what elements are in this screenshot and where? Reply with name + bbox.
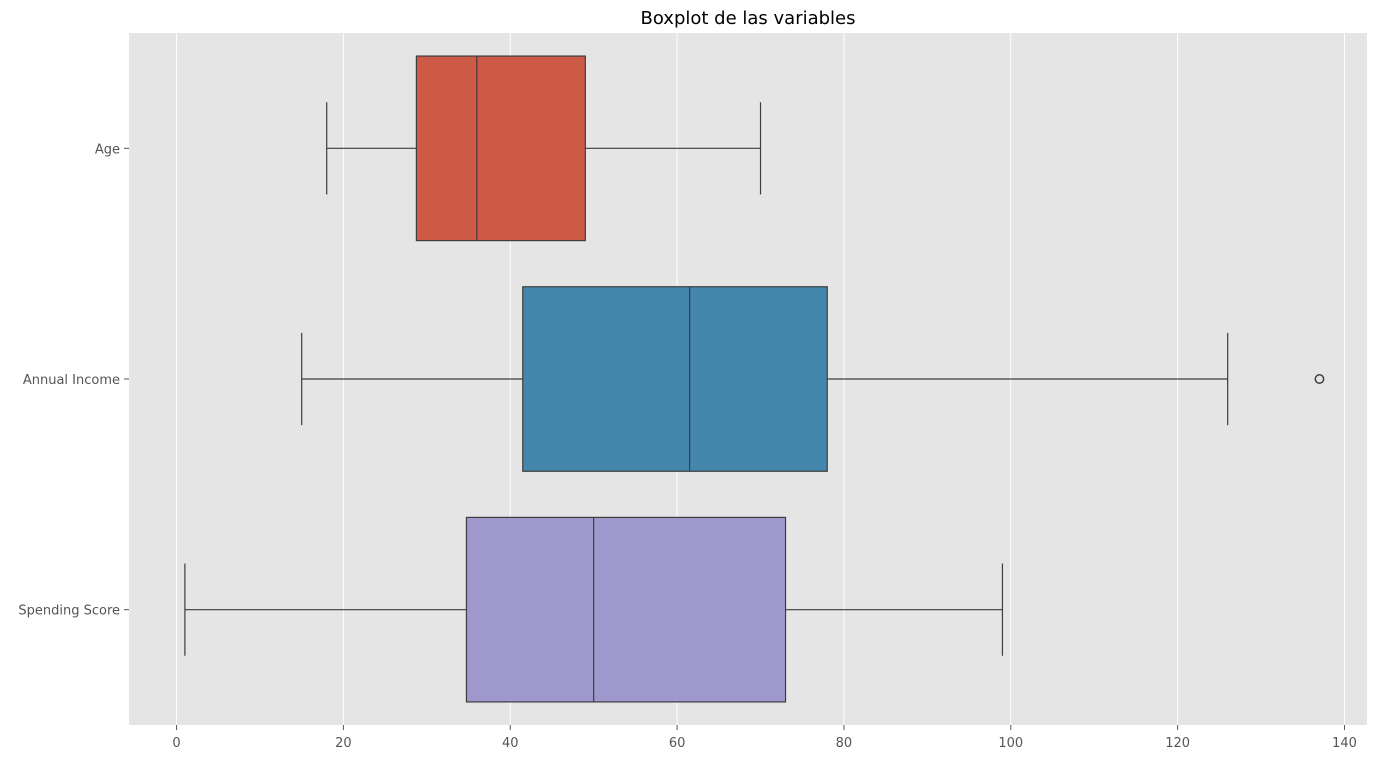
box-age [326, 55, 762, 242]
y-tick-label: Age [95, 142, 120, 157]
x-tick-label: 20 [335, 736, 352, 751]
iqr-box [522, 286, 828, 472]
x-tick-label: 140 [1332, 736, 1357, 751]
boxes [184, 55, 1325, 703]
x-tick-label: 0 [172, 736, 180, 751]
x-tick-label: 120 [1165, 736, 1190, 751]
box-annual-income [301, 286, 1325, 472]
chart-title: Boxplot de las variables [640, 8, 855, 29]
iqr-box [415, 55, 586, 242]
box-spending-score [184, 516, 1004, 703]
x-tick-label: 100 [998, 736, 1023, 751]
x-tick-label: 80 [836, 736, 853, 751]
x-tick-label: 60 [669, 736, 686, 751]
x-tick-label: 40 [502, 736, 519, 751]
outlier-point [1314, 374, 1325, 384]
axes: 0 20 40 60 80 100 120 140 Age Annual Income Spendi… [18, 142, 1357, 751]
y-tick-label: Annual Income [23, 373, 120, 388]
iqr-box [465, 516, 787, 703]
y-tick-label: Spending Score [18, 604, 120, 619]
